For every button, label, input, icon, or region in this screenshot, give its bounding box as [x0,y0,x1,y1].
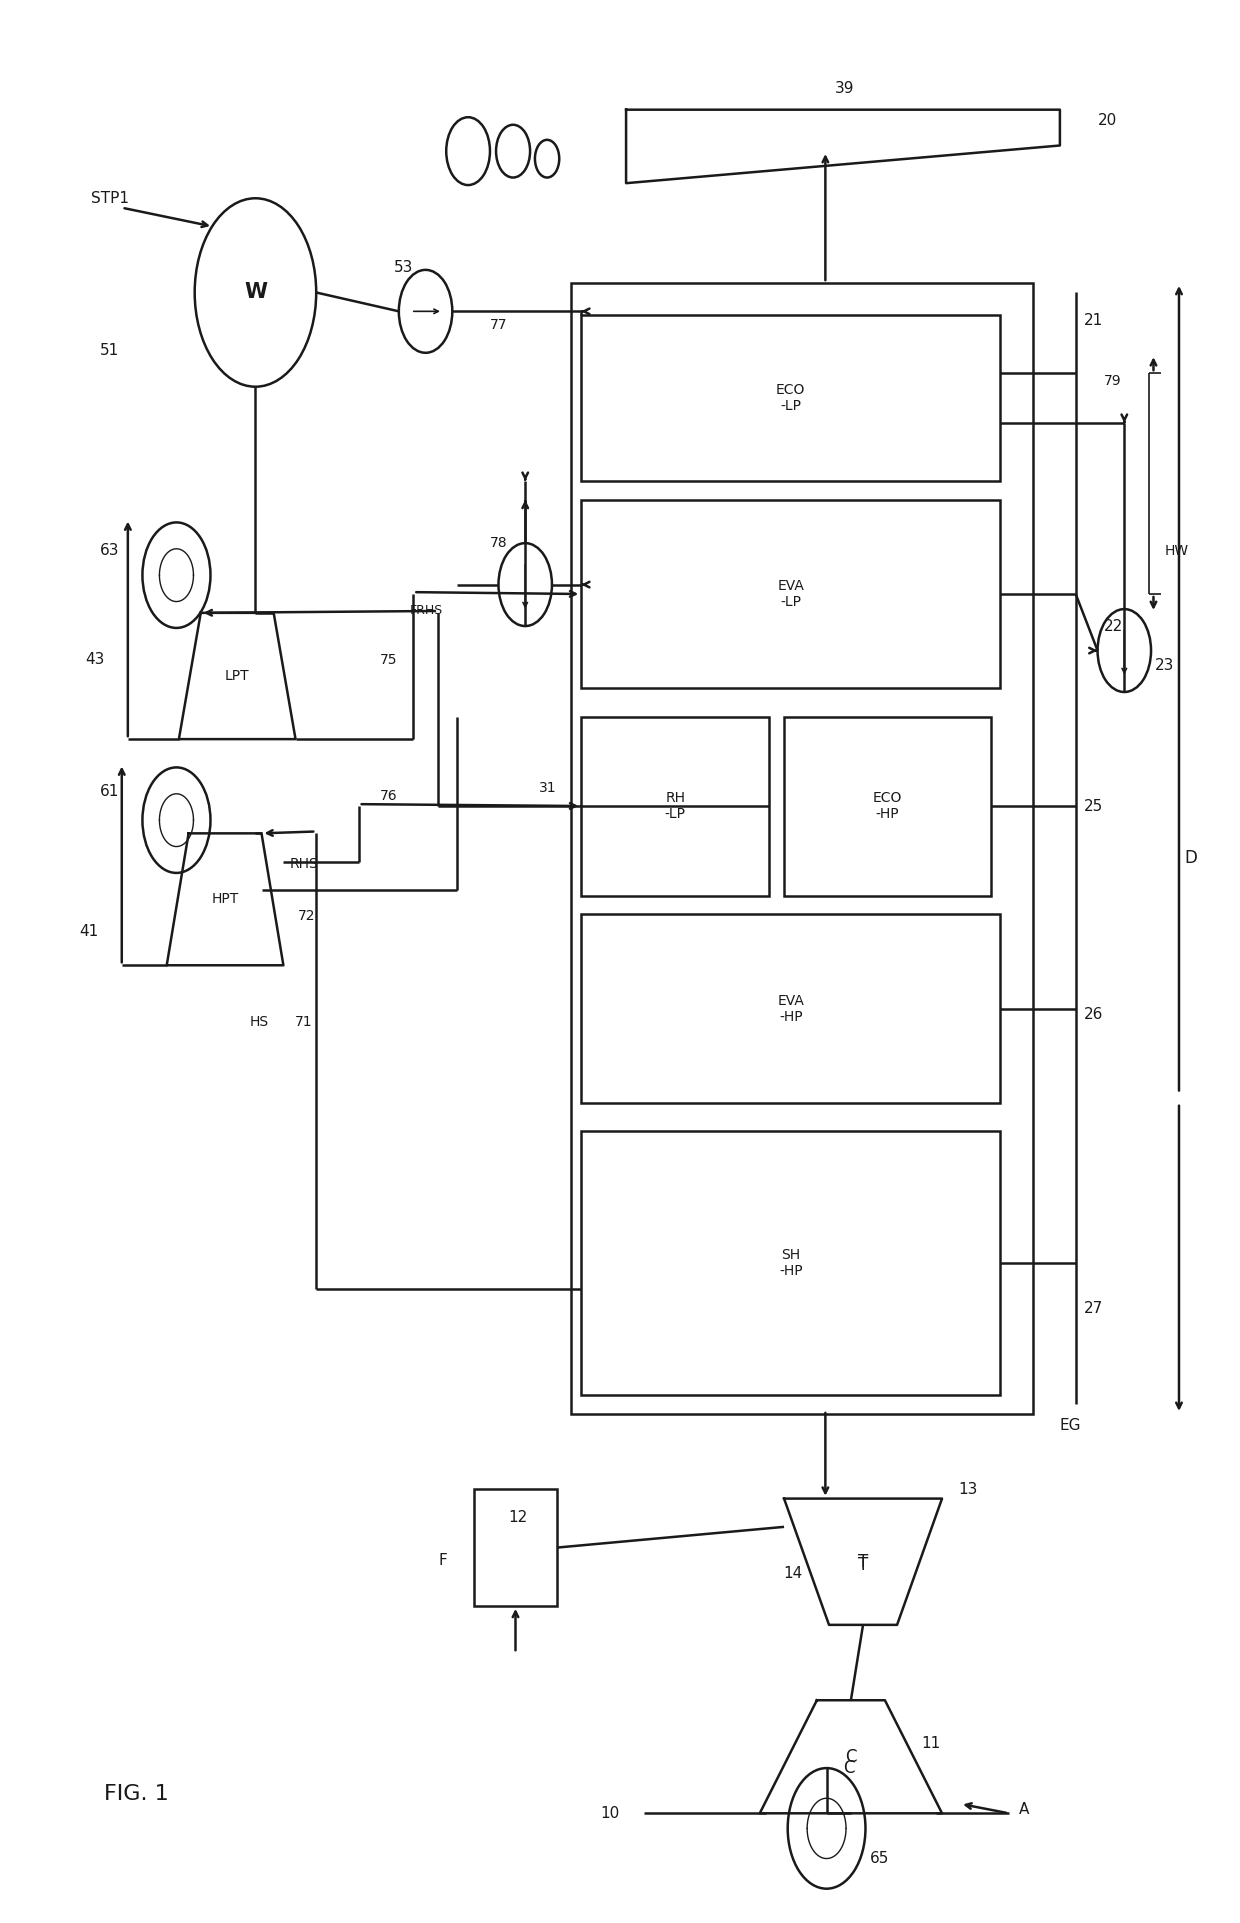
Text: 79: 79 [1104,375,1121,388]
Text: F: F [439,1554,448,1569]
Text: HPT: HPT [212,892,238,906]
Text: FIG. 1: FIG. 1 [103,1785,169,1804]
Text: 23: 23 [1154,658,1174,673]
Text: 76: 76 [381,788,398,802]
Text: SH
-HP: SH -HP [779,1248,802,1279]
Text: 65: 65 [870,1852,890,1865]
Text: 53: 53 [394,260,413,275]
Text: 43: 43 [86,652,104,667]
Text: 61: 61 [100,785,119,800]
Bar [582,717,770,896]
Text: A: A [1018,1802,1029,1817]
Bar [582,315,1001,481]
Text: ECO
-HP: ECO -HP [873,790,901,821]
Text: FRHS: FRHS [409,604,443,617]
Text: 78: 78 [490,537,507,550]
Text: 22: 22 [1104,619,1123,633]
Text: 31: 31 [539,781,557,794]
Text: LPT: LPT [224,669,249,683]
Text: 14: 14 [782,1567,802,1581]
Bar [572,283,1033,1413]
Text: D: D [1184,848,1198,867]
Text: 20: 20 [1097,113,1117,129]
Text: 11: 11 [921,1736,941,1752]
Text: HS: HS [249,1015,269,1029]
Text: 75: 75 [381,654,398,667]
Text: EVA
-HP: EVA -HP [777,994,805,1023]
Bar [582,500,1001,688]
Text: 27: 27 [1084,1300,1104,1315]
Text: ECO
-LP: ECO -LP [776,383,806,413]
Text: 12: 12 [508,1510,527,1525]
Text: T: T [858,1552,868,1571]
Bar [784,717,991,896]
Text: RH
-LP: RH -LP [665,790,686,821]
Bar [582,913,1001,1102]
Text: 63: 63 [100,542,119,558]
Text: 71: 71 [295,1015,312,1029]
Text: 10: 10 [600,1806,620,1821]
Text: C: C [843,1760,854,1777]
Text: 21: 21 [1084,313,1104,329]
Text: HW: HW [1164,544,1188,558]
Text: 26: 26 [1084,1008,1104,1021]
Text: C: C [846,1748,857,1765]
Text: 77: 77 [490,317,507,331]
Text: 13: 13 [957,1481,977,1496]
Text: 72: 72 [298,910,315,923]
Text: 51: 51 [100,344,119,358]
Bar [474,1488,557,1606]
Text: EVA
-LP: EVA -LP [777,579,805,610]
Text: RHS: RHS [289,856,319,871]
Text: EG: EG [1060,1417,1081,1433]
Text: STP1: STP1 [92,190,129,206]
Text: 39: 39 [835,81,854,96]
Text: W: W [244,283,267,302]
Text: 41: 41 [79,923,98,938]
Text: T: T [858,1556,868,1573]
Bar [582,1131,1001,1394]
Text: 25: 25 [1084,800,1104,815]
